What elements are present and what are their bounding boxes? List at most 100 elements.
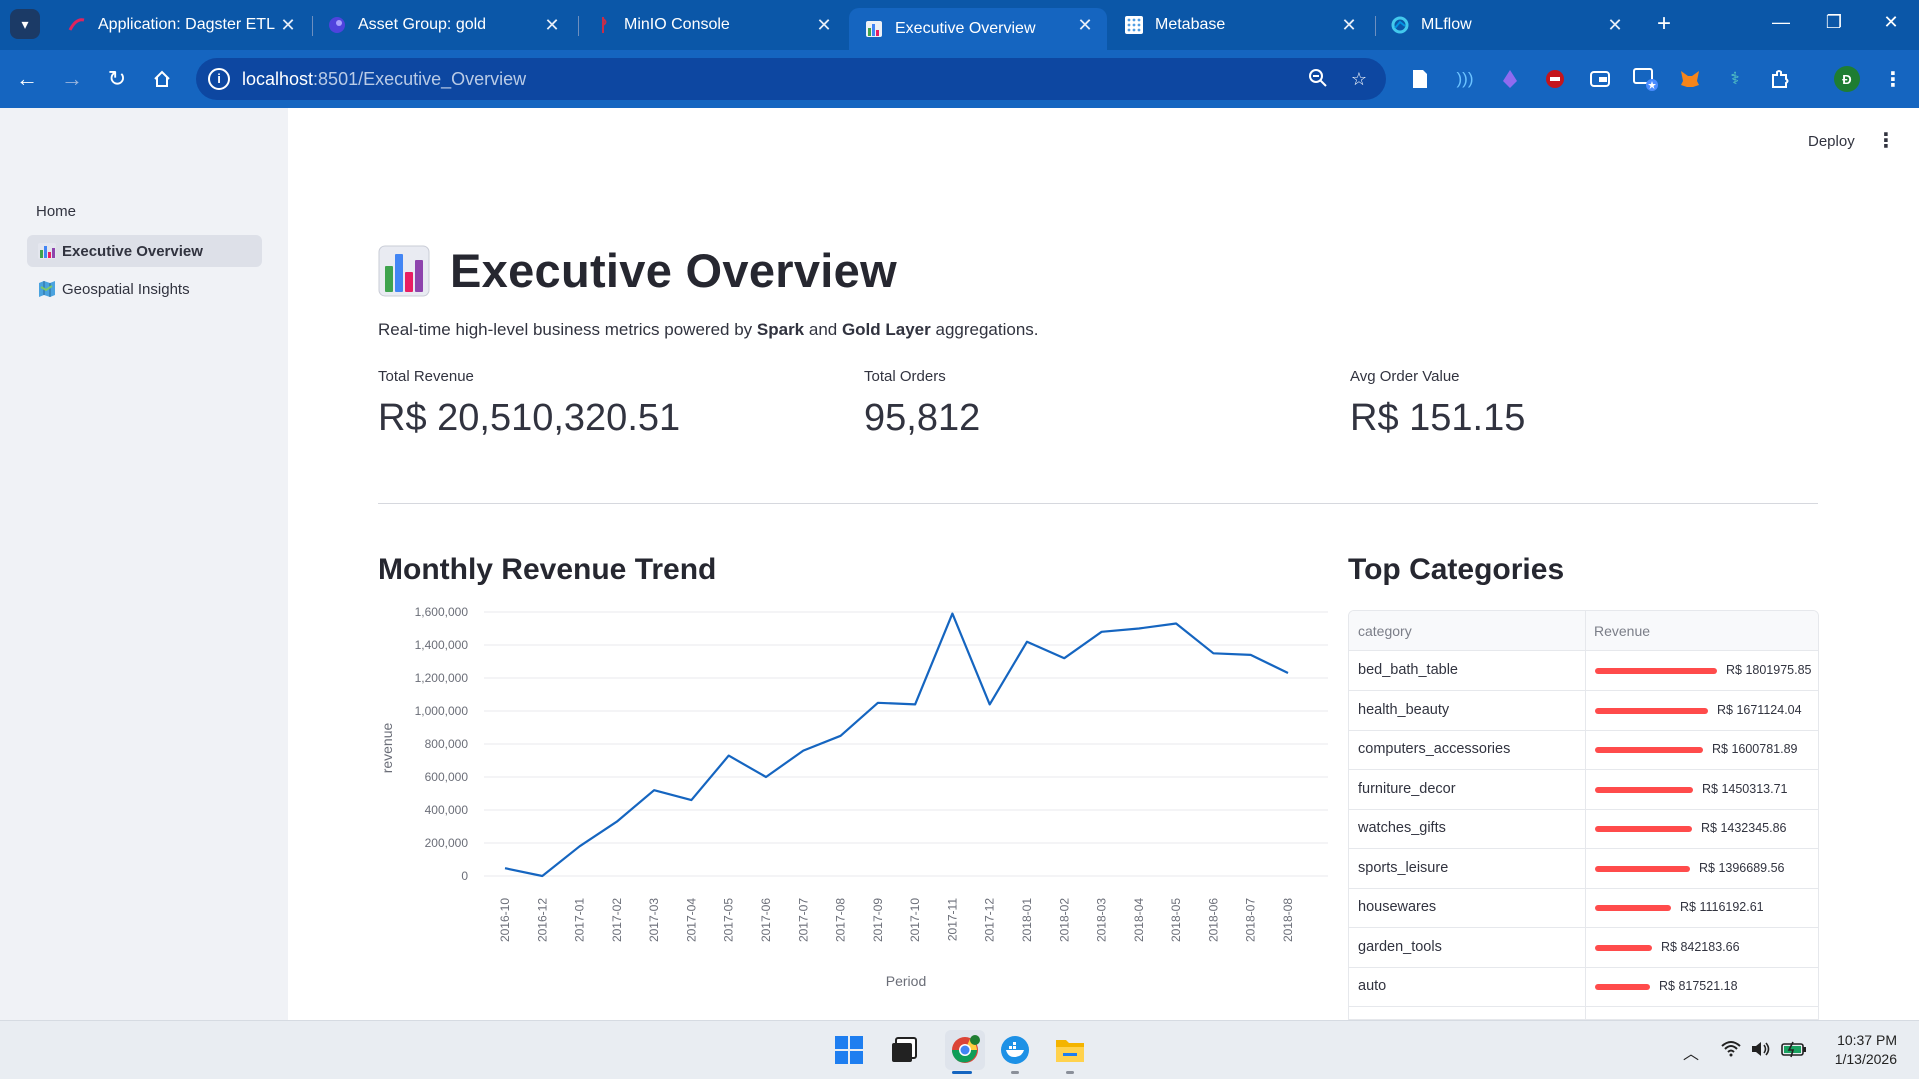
running-app-indicator [1011,1071,1019,1074]
column-divider [1585,611,1586,1019]
data-point [987,701,993,707]
top-categories-table[interactable]: category Revenue bed_bath_table R$ 180197… [1348,610,1819,1020]
table-row[interactable]: auto R$ 817521.18 [1349,967,1818,1007]
zoom-icon[interactable] [1307,68,1329,90]
address-bar[interactable]: i localhost:8501/Executive_Overview ☆ [196,58,1386,100]
chrome-taskbar-icon[interactable] [945,1030,985,1070]
table-row[interactable]: housewares R$ 1116192.61 [1349,888,1818,928]
table-row[interactable]: furniture_decor R$ 1450313.71 [1349,770,1818,810]
gauge-extension-icon[interactable]: ⚕ [1730,69,1740,88]
audio-extension-icon[interactable]: ))) [1456,69,1474,88]
extensions-puzzle-icon[interactable] [1767,66,1793,92]
restore-button[interactable]: ❐ [1825,12,1843,32]
close-icon[interactable]: ✕ [1607,15,1623,35]
task-view-icon[interactable] [888,1034,920,1066]
category-cell: sports_leisure [1358,859,1449,876]
close-icon[interactable]: ✕ [544,15,560,35]
table-row[interactable]: garden_tools R$ 842183.66 [1349,928,1818,968]
system-clock[interactable]: 10:37 PM 1/13/2026 [1835,1031,1897,1069]
bookmark-star-icon[interactable]: ☆ [1350,69,1368,89]
data-point [614,819,620,825]
profile-avatar[interactable]: Đ [1834,66,1860,92]
y-tick-label: 0 [461,869,468,883]
main-menu-icon[interactable]: ⋮ [1876,130,1896,152]
deploy-button[interactable]: Deploy [1808,133,1855,150]
battery-charging-icon[interactable] [1781,1040,1807,1063]
data-point [726,753,732,759]
tab-asset-group[interactable]: Asset Group: gold ✕ [312,8,574,42]
column-header-revenue[interactable]: Revenue [1594,623,1651,639]
revenue-bar [1595,707,1708,714]
x-tick-label: 2017-06 [759,898,773,942]
violet-extension-icon[interactable] [1497,66,1523,92]
sidebar: Home Executive Overview Geospatial Insig… [0,108,288,1020]
file-explorer-icon[interactable] [1054,1034,1086,1066]
sidebar-item-executive-overview[interactable]: Executive Overview [27,235,262,267]
running-app-indicator [1066,1071,1074,1074]
tab-minio[interactable]: MinIO Console ✕ [578,8,846,42]
sidebar-item-label: Geospatial Insights [62,280,190,298]
site-info-icon[interactable]: i [208,68,230,90]
docker-icon[interactable] [999,1034,1031,1066]
close-window-button[interactable]: ✕ [1883,12,1899,32]
tab-title: Asset Group: gold [358,16,487,33]
volume-icon[interactable] [1750,1040,1772,1063]
close-icon[interactable]: ✕ [1341,15,1357,35]
show-hidden-icons-icon[interactable]: ︿ [1683,1046,1700,1063]
close-icon[interactable]: ✕ [280,15,296,35]
screen-extension-icon[interactable] [1632,66,1658,92]
minio-icon [594,16,612,34]
tab-mlflow[interactable]: MLflow ✕ [1375,8,1637,42]
y-tick-label: 800,000 [425,737,469,751]
sidebar-item-home[interactable]: Home [36,203,77,220]
map-icon [38,281,56,297]
tab-executive-overview[interactable]: Executive Overview ✕ [849,8,1107,50]
x-tick-label: 2018-04 [1132,898,1146,942]
reload-button[interactable]: ↻ [107,66,127,91]
data-point [800,748,806,754]
revenue-value: R$ 1432345.86 [1701,821,1787,835]
bar-chart-icon [378,244,430,298]
wallet-extension-icon[interactable] [1587,66,1613,92]
bar-chart-icon [865,20,883,38]
close-icon[interactable]: ✕ [816,15,832,35]
new-tab-button[interactable]: + [1656,10,1671,37]
category-cell: housewares [1358,899,1437,915]
x-tick-label: 2017-07 [796,898,810,942]
home-button[interactable] [147,64,177,94]
table-row[interactable]: watches_gifts R$ 1432345.86 [1349,809,1818,849]
forward-button[interactable]: → [61,66,83,91]
wifi-icon[interactable] [1720,1040,1742,1063]
tab-metabase[interactable]: Metabase ✕ [1109,8,1371,42]
table-row[interactable]: sports_leisure R$ 1396689.56 [1349,849,1818,889]
table-row[interactable]: computers_accessories R$ 1600781.89 [1349,730,1818,770]
windows-start-icon[interactable] [833,1034,865,1066]
revenue-bar [1595,826,1692,832]
x-tick-label: 2018-08 [1281,898,1295,942]
y-tick-label: 600,000 [425,770,469,784]
revenue-series-line [504,612,1289,878]
document-extension-icon[interactable] [1407,66,1433,92]
column-header-category[interactable]: category [1358,623,1412,639]
shield-extension-icon[interactable] [1542,66,1568,92]
revenue-bar [1595,944,1652,951]
close-icon[interactable]: ✕ [1077,15,1093,35]
metric-total-orders: Total Orders 95,812 [864,368,980,440]
tab-search-button[interactable]: ▾ [10,9,40,39]
data-point [1024,639,1030,645]
minimize-button[interactable]: — [1772,12,1790,32]
data-point [1061,655,1067,661]
table-row[interactable]: health_beauty R$ 1671124.04 [1349,691,1818,731]
revenue-value: R$ 1396689.56 [1699,860,1785,875]
sidebar-item-geospatial-insights[interactable]: Geospatial Insights [27,273,262,305]
x-tick-label: 2017-02 [610,898,624,942]
back-button[interactable]: ← [16,66,38,91]
table-row[interactable]: bed_bath_table R$ 1801975.85 [1349,651,1818,691]
metamask-icon[interactable] [1677,66,1703,92]
x-tick-label: 2017-01 [573,898,587,942]
tab-dagster-app[interactable]: Application: Dagster ETL Pi ✕ [52,8,310,42]
clock-time: 10:37 PM [1837,1032,1897,1048]
data-point [1248,652,1254,658]
revenue-trend-chart[interactable]: 0 200,000 400,000 600,000 800,000 1,000,000 1,… [378,598,1328,1018]
browser-menu-icon[interactable]: ⋮ [1883,68,1903,91]
